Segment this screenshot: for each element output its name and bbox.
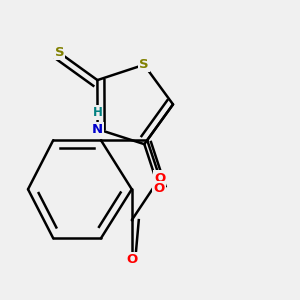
Text: O: O <box>154 172 165 184</box>
Text: H: H <box>93 106 103 119</box>
Text: S: S <box>55 46 64 59</box>
Text: O: O <box>126 253 137 266</box>
Text: N: N <box>92 123 103 136</box>
Text: O: O <box>153 182 164 195</box>
Text: S: S <box>139 58 149 71</box>
